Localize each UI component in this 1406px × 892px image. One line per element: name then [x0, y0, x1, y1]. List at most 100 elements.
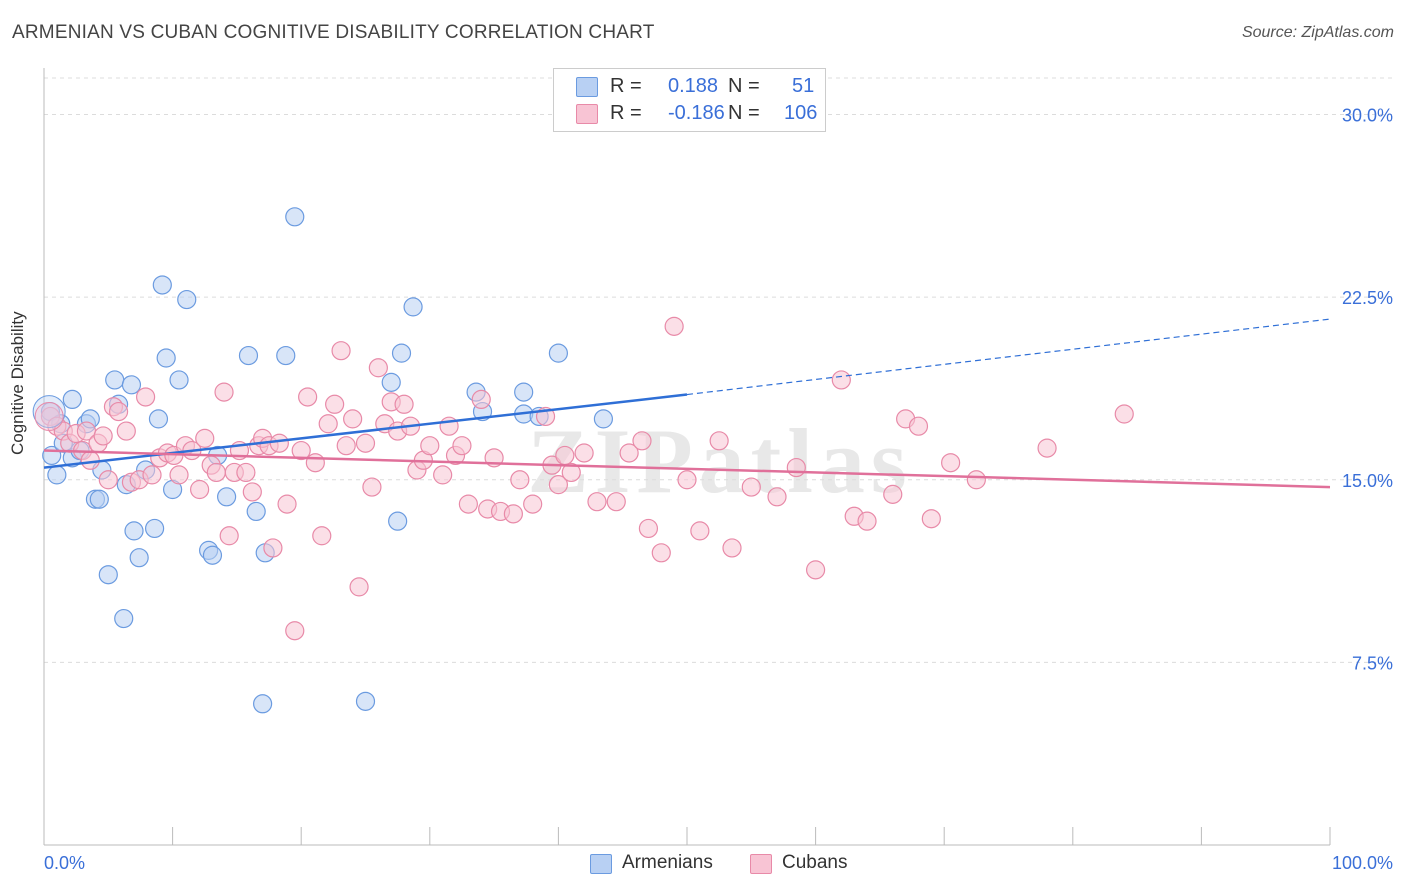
- data-point: [391, 343, 412, 363]
- data-point: [124, 521, 144, 541]
- data-point: [156, 348, 176, 368]
- data-point: [318, 414, 338, 434]
- r-value: 0.188: [668, 75, 719, 97]
- x-tick-label: 100.0%: [1332, 853, 1393, 873]
- data-point: [606, 492, 626, 512]
- data-point: [214, 382, 234, 402]
- data-point: [169, 370, 189, 390]
- cubans-swatch: [576, 104, 598, 124]
- data-point: [381, 372, 401, 392]
- data-point: [206, 462, 226, 483]
- data-point: [349, 577, 369, 597]
- data-point: [285, 207, 305, 227]
- data-point: [343, 409, 363, 429]
- armenians-swatch: [576, 77, 598, 97]
- data-point: [941, 453, 961, 473]
- y-tick-label: 30.0%: [1342, 106, 1393, 126]
- data-point: [619, 443, 639, 463]
- n-label: N =: [728, 102, 760, 124]
- x-tick-label: 0.0%: [44, 853, 85, 873]
- data-point: [722, 538, 742, 558]
- data-point: [80, 450, 100, 470]
- armenians-swatch: [590, 854, 612, 874]
- data-point: [514, 382, 534, 402]
- data-point: [908, 416, 929, 436]
- legend-label: Armenians: [622, 852, 713, 873]
- data-point: [89, 489, 109, 509]
- data-point: [276, 345, 296, 366]
- y-tick-label: 7.5%: [1352, 653, 1393, 673]
- data-point: [857, 511, 877, 531]
- tick-labels: 7.5% 15.0% 22.5% 30.0% 0.0% 100.0%: [44, 106, 1393, 873]
- data-point: [458, 494, 478, 514]
- data-point: [285, 621, 305, 641]
- data-point: [548, 343, 569, 363]
- data-point: [93, 426, 113, 446]
- cubans-swatch: [750, 854, 772, 874]
- data-point: [202, 545, 223, 565]
- data-point: [555, 445, 575, 466]
- data-point: [114, 608, 134, 629]
- data-point: [587, 492, 607, 512]
- trend-lines: [43, 318, 1331, 489]
- data-point: [690, 521, 710, 541]
- r-label: R =: [610, 102, 642, 124]
- data-point: [148, 409, 169, 429]
- data-point: [403, 297, 423, 317]
- data-point: [709, 431, 729, 451]
- data-point: [195, 428, 215, 448]
- data-point: [217, 487, 237, 507]
- y-axis-label: Cognitive Disability: [8, 311, 27, 455]
- data-point: [452, 436, 472, 456]
- data-point: [269, 433, 289, 453]
- data-point: [238, 345, 259, 366]
- cubans-trend-line: [43, 449, 1331, 489]
- data-point: [394, 394, 414, 414]
- data-point: [805, 560, 826, 580]
- data-point: [831, 370, 851, 390]
- data-point: [263, 538, 283, 558]
- data-point: [883, 484, 903, 504]
- data-point: [331, 341, 351, 361]
- data-point: [523, 494, 543, 514]
- data-point: [169, 465, 189, 485]
- data-point: [471, 389, 491, 410]
- data-point: [325, 394, 345, 414]
- data-point: [142, 465, 162, 485]
- n-value: 51: [792, 75, 815, 97]
- data-point: [368, 358, 388, 378]
- y-tick-label: 15.0%: [1342, 471, 1393, 491]
- data-point: [651, 543, 671, 563]
- data-point: [129, 548, 149, 568]
- data-point: [47, 465, 67, 485]
- data-point: [677, 470, 697, 490]
- stats-legend: R = 0.188 N = 51 R = -0.186 N = 106: [553, 68, 826, 132]
- chart-title: ARMENIAN VS CUBAN COGNITIVE DISABILITY C…: [12, 22, 655, 43]
- data-point: [510, 470, 530, 490]
- armenians-trend-line: [43, 393, 688, 469]
- y-tick-label: 22.5%: [1342, 288, 1393, 308]
- data-point: [62, 389, 82, 410]
- data-point: [177, 289, 197, 310]
- data-point: [305, 453, 325, 473]
- data-points: [32, 207, 1134, 714]
- data-point: [966, 470, 986, 490]
- data-point: [135, 387, 156, 407]
- source-credit: Source: ZipAtlas.com: [1241, 24, 1394, 41]
- data-point: [1037, 438, 1057, 458]
- data-point: [291, 440, 311, 461]
- legend-label: Cubans: [782, 852, 848, 873]
- gridlines: [44, 77, 1392, 663]
- data-point: [152, 275, 172, 295]
- r-value: -0.186: [668, 102, 725, 124]
- series-armenians: [40, 207, 614, 714]
- data-point: [190, 479, 210, 500]
- data-point: [362, 477, 382, 497]
- data-point: [105, 370, 125, 390]
- data-point: [767, 487, 787, 507]
- data-point: [312, 526, 332, 546]
- data-point: [664, 316, 684, 336]
- data-point: [34, 401, 64, 431]
- data-point: [236, 462, 256, 483]
- data-point: [921, 509, 941, 529]
